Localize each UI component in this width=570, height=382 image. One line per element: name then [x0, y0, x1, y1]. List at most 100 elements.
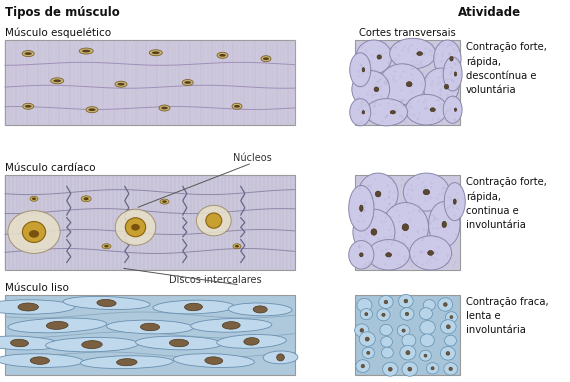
Ellipse shape [84, 197, 89, 200]
Ellipse shape [424, 68, 459, 105]
Ellipse shape [30, 357, 50, 364]
Ellipse shape [54, 79, 61, 82]
Ellipse shape [444, 363, 458, 375]
Ellipse shape [136, 336, 222, 350]
Bar [5, 175, 295, 270]
Ellipse shape [417, 52, 422, 55]
Ellipse shape [205, 357, 223, 364]
Ellipse shape [355, 324, 369, 337]
Ellipse shape [358, 173, 398, 215]
Ellipse shape [381, 337, 393, 347]
Ellipse shape [261, 56, 271, 62]
Ellipse shape [443, 96, 462, 123]
Ellipse shape [420, 350, 431, 361]
Ellipse shape [356, 360, 370, 372]
Ellipse shape [420, 320, 435, 335]
Ellipse shape [46, 321, 68, 329]
Ellipse shape [453, 199, 456, 204]
Ellipse shape [153, 300, 234, 314]
Ellipse shape [0, 300, 75, 314]
Ellipse shape [434, 40, 461, 78]
Ellipse shape [446, 325, 450, 329]
Ellipse shape [173, 354, 254, 367]
Ellipse shape [88, 108, 96, 111]
Ellipse shape [402, 362, 418, 376]
Ellipse shape [450, 316, 453, 319]
Ellipse shape [0, 336, 60, 350]
Ellipse shape [390, 38, 436, 69]
Ellipse shape [234, 105, 240, 108]
Ellipse shape [18, 303, 38, 311]
Ellipse shape [152, 51, 160, 54]
Ellipse shape [410, 236, 451, 270]
Ellipse shape [107, 320, 193, 334]
Bar [355, 175, 460, 270]
Ellipse shape [371, 229, 377, 235]
Ellipse shape [30, 196, 38, 201]
Ellipse shape [253, 306, 267, 313]
Ellipse shape [362, 68, 365, 72]
Ellipse shape [405, 312, 409, 316]
Ellipse shape [390, 110, 396, 114]
Ellipse shape [443, 57, 462, 91]
Ellipse shape [185, 81, 191, 84]
Ellipse shape [454, 72, 457, 76]
Ellipse shape [25, 105, 31, 108]
Ellipse shape [431, 367, 434, 370]
Ellipse shape [365, 312, 368, 316]
Ellipse shape [388, 367, 392, 371]
Ellipse shape [444, 183, 465, 220]
Ellipse shape [428, 251, 434, 255]
Ellipse shape [80, 356, 173, 369]
Ellipse shape [162, 200, 167, 203]
Ellipse shape [446, 312, 457, 322]
Ellipse shape [117, 83, 125, 86]
Ellipse shape [420, 334, 434, 347]
Ellipse shape [405, 94, 447, 125]
Text: Atividade: Atividade [458, 6, 522, 19]
Ellipse shape [263, 351, 298, 364]
Ellipse shape [349, 185, 374, 231]
Ellipse shape [22, 222, 46, 243]
Ellipse shape [81, 196, 91, 202]
Ellipse shape [449, 367, 453, 371]
Ellipse shape [424, 354, 427, 357]
Ellipse shape [420, 308, 433, 320]
Ellipse shape [117, 359, 137, 366]
Ellipse shape [185, 303, 202, 311]
Ellipse shape [362, 347, 374, 358]
Text: Contração forte,
rápida,
continua e
involuntária: Contração forte, rápida, continua e invo… [466, 177, 547, 230]
Ellipse shape [368, 240, 410, 270]
Ellipse shape [82, 341, 102, 348]
Ellipse shape [397, 325, 410, 337]
Ellipse shape [217, 52, 228, 58]
Ellipse shape [377, 309, 390, 321]
Ellipse shape [360, 329, 364, 332]
Ellipse shape [46, 337, 139, 352]
Ellipse shape [367, 351, 370, 354]
Ellipse shape [381, 347, 393, 358]
Text: Tipos de músculo: Tipos de músculo [5, 6, 120, 19]
Ellipse shape [444, 84, 449, 89]
Ellipse shape [404, 173, 450, 211]
Ellipse shape [400, 308, 414, 320]
Ellipse shape [441, 346, 455, 360]
Ellipse shape [361, 364, 365, 368]
Ellipse shape [356, 40, 392, 74]
Ellipse shape [222, 322, 240, 329]
Ellipse shape [446, 351, 450, 355]
Ellipse shape [82, 50, 91, 52]
Text: Discos intercalares: Discos intercalares [169, 275, 261, 285]
Ellipse shape [441, 320, 456, 334]
Ellipse shape [374, 87, 379, 92]
Ellipse shape [429, 202, 460, 247]
Ellipse shape [404, 299, 408, 303]
Ellipse shape [362, 110, 365, 114]
Text: Músculo liso: Músculo liso [5, 283, 69, 293]
Ellipse shape [125, 218, 146, 237]
Ellipse shape [379, 64, 425, 105]
Ellipse shape [349, 241, 374, 269]
Ellipse shape [102, 244, 111, 249]
Text: Núcleos: Núcleos [233, 153, 271, 163]
Ellipse shape [11, 339, 28, 347]
